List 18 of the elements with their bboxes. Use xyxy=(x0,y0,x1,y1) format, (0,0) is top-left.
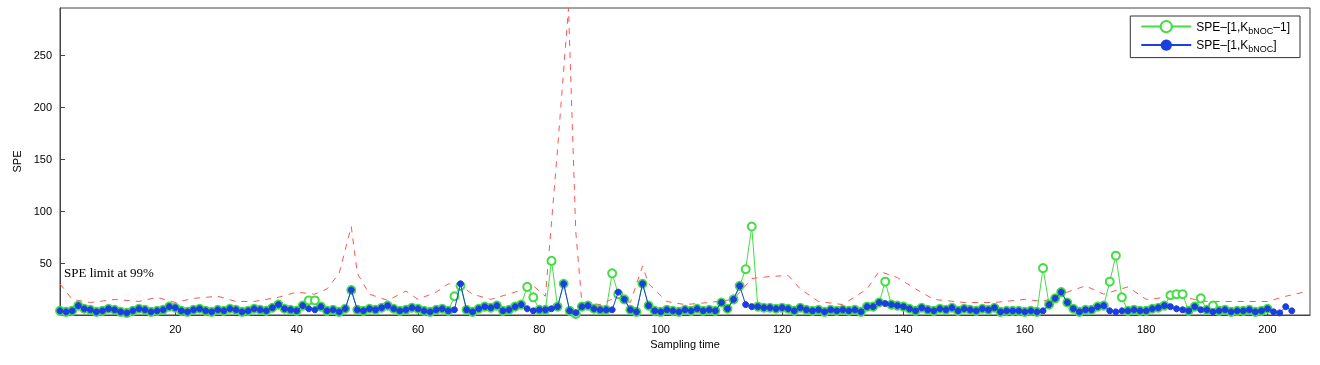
x-tick-label: 120 xyxy=(772,322,792,335)
x-tick-label: 40 xyxy=(290,322,303,335)
y-tick-label: 100 xyxy=(33,204,52,217)
x-tick-label: 160 xyxy=(1015,322,1034,335)
y-tick-label: 250 xyxy=(33,48,52,61)
annotation: SPE limit at 99% xyxy=(64,265,155,280)
y-tick-label: 150 xyxy=(33,152,52,165)
x-axis-title: Sampling time xyxy=(650,338,720,351)
x-tick-label: 20 xyxy=(169,322,182,335)
x-tick-label: 200 xyxy=(1258,322,1277,335)
x-tick-label: 140 xyxy=(894,322,913,335)
y-tick-label: 50 xyxy=(39,256,52,269)
y-axis-title: SPE xyxy=(10,150,23,173)
x-tick-label: 100 xyxy=(651,322,670,335)
x-tick-label: 180 xyxy=(1136,322,1156,335)
x-tick-label: 80 xyxy=(533,322,546,335)
x-tick-label: 60 xyxy=(411,322,425,335)
y-tick-label: 200 xyxy=(33,100,52,113)
